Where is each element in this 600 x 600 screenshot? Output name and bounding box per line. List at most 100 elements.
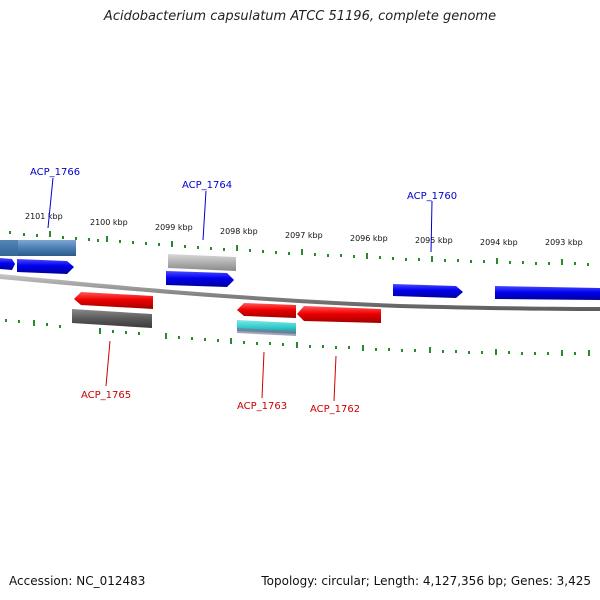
- upper-ruler-tick: [522, 261, 524, 264]
- lower-ruler-tick: [388, 348, 390, 351]
- lower-ruler: [5, 319, 590, 356]
- lower-ruler-tick: [348, 346, 350, 349]
- upper-ruler-tick: [262, 250, 264, 253]
- gene-label-forward[interactable]: ACP_1760: [407, 191, 457, 202]
- upper-ruler-tick: [62, 236, 64, 239]
- upper-ruler-tick-major: [171, 241, 173, 247]
- upper-ruler-tick: [119, 240, 121, 243]
- leader-line-forward: [202, 190, 207, 241]
- lower-ruler-tick: [178, 336, 180, 339]
- lower-ruler-tick: [414, 349, 416, 352]
- ruler-labels: 2101 kbp 2100 kbp 2099 kbp 2098 kbp 2097…: [25, 212, 583, 247]
- upper-ruler-tick: [249, 249, 251, 252]
- lower-ruler-tick: [46, 323, 48, 326]
- gene-label-reverse[interactable]: ACP_1765: [81, 390, 131, 401]
- lower-ruler-tick: [256, 342, 258, 345]
- ruler-label: 2096 kbp: [350, 234, 388, 243]
- gene-arrow-forward[interactable]: [393, 284, 463, 298]
- gene-arrow-forward[interactable]: [0, 258, 15, 270]
- gene-arrow-forward[interactable]: [17, 259, 74, 274]
- upper-ruler-tick: [535, 262, 537, 265]
- upper-ruler-tick: [444, 259, 446, 262]
- ruler-label: 2099 kbp: [155, 223, 193, 232]
- ruler-label: 2100 kbp: [90, 218, 128, 227]
- lower-ruler-tick: [508, 351, 510, 354]
- upper-ruler-tick: [379, 256, 381, 259]
- leader-line-reverse: [105, 340, 111, 387]
- dark-gray-feature[interactable]: [72, 309, 152, 328]
- upper-ruler-tick: [288, 252, 290, 255]
- gene-arrow-reverse[interactable]: [74, 292, 153, 309]
- upper-ruler-tick-major: [301, 249, 303, 255]
- upper-ruler-tick: [88, 238, 90, 241]
- lower-ruler-tick: [309, 345, 311, 348]
- leader-line-forward: [47, 177, 54, 229]
- lower-ruler-tick: [455, 350, 457, 353]
- upper-ruler-tick: [509, 261, 511, 264]
- lower-ruler-tick: [521, 352, 523, 355]
- gene-label-reverse[interactable]: ACP_1762: [310, 404, 360, 415]
- lower-ruler-tick-major: [588, 350, 590, 356]
- lower-ruler-tick: [534, 352, 536, 355]
- steel-feature-band: [0, 240, 18, 256]
- upper-ruler-tick: [184, 245, 186, 248]
- leader-line-reverse: [333, 355, 337, 402]
- ruler-label: 2097 kbp: [285, 231, 323, 240]
- lower-ruler-tick: [138, 332, 140, 335]
- upper-ruler-tick: [392, 257, 394, 260]
- gene-arrow-reverse[interactable]: [237, 303, 296, 318]
- upper-ruler-tick: [483, 260, 485, 263]
- light-gray-feature[interactable]: [168, 254, 236, 271]
- upper-ruler-tick: [275, 251, 277, 254]
- lower-ruler-tick: [481, 351, 483, 354]
- upper-ruler-tick-major: [496, 258, 498, 264]
- upper-ruler-tick: [132, 241, 134, 244]
- lower-ruler-tick: [204, 338, 206, 341]
- lower-ruler-tick-major: [495, 349, 497, 355]
- lower-ruler-tick-major: [230, 338, 232, 344]
- upper-ruler-tick-major: [561, 259, 563, 265]
- gene-labels: ACP_1766 ACP_1764 ACP_1760 ACP_1765 ACP_…: [30, 167, 457, 415]
- lower-ruler-tick: [401, 349, 403, 352]
- steel-feature[interactable]: [0, 240, 76, 256]
- upper-ruler-tick: [145, 242, 147, 245]
- upper-ruler-tick: [405, 258, 407, 261]
- lower-ruler-tick-major: [429, 347, 431, 353]
- upper-ruler-tick: [548, 262, 550, 265]
- gene-label-forward[interactable]: ACP_1766: [30, 167, 80, 178]
- lower-ruler-tick: [125, 331, 127, 334]
- lower-ruler-tick-major: [362, 345, 364, 351]
- leader-line-reverse: [261, 351, 265, 399]
- upper-ruler-tick: [457, 259, 459, 262]
- upper-ruler-tick: [9, 231, 11, 234]
- lower-ruler-tick: [112, 330, 114, 333]
- lower-ruler-tick: [322, 345, 324, 348]
- upper-ruler-tick: [36, 234, 38, 237]
- lower-ruler-tick: [5, 319, 7, 322]
- upper-ruler-tick: [223, 248, 225, 251]
- upper-ruler-tick-major: [106, 236, 108, 242]
- lower-ruler-tick-major: [33, 320, 35, 326]
- genome-title: Acidobacterium capsulatum ATCC 51196, co…: [103, 9, 497, 24]
- upper-ruler-tick: [327, 254, 329, 257]
- ruler-label: 2098 kbp: [220, 227, 258, 236]
- lower-ruler-tick: [468, 351, 470, 354]
- label-leaders: [47, 177, 433, 402]
- lower-ruler-tick-major: [99, 328, 101, 334]
- accession-text: Accession: NC_012483: [9, 574, 146, 588]
- lower-ruler-tick: [243, 341, 245, 344]
- lower-ruler-tick: [269, 342, 271, 345]
- lower-ruler-tick: [574, 352, 576, 355]
- gene-arrow-reverse[interactable]: [297, 306, 381, 323]
- gene-label-reverse[interactable]: ACP_1763: [237, 401, 287, 412]
- upper-ruler-tick: [418, 258, 420, 261]
- gene-label-forward[interactable]: ACP_1764: [182, 180, 232, 191]
- gene-arrow-forward[interactable]: [166, 271, 234, 287]
- upper-ruler-tick: [340, 254, 342, 257]
- gene-arrow-forward[interactable]: [495, 286, 600, 300]
- lower-ruler-tick: [335, 346, 337, 349]
- lower-ruler-tick: [18, 320, 20, 323]
- upper-ruler-tick: [75, 237, 77, 240]
- forward-strand-features: [0, 240, 600, 300]
